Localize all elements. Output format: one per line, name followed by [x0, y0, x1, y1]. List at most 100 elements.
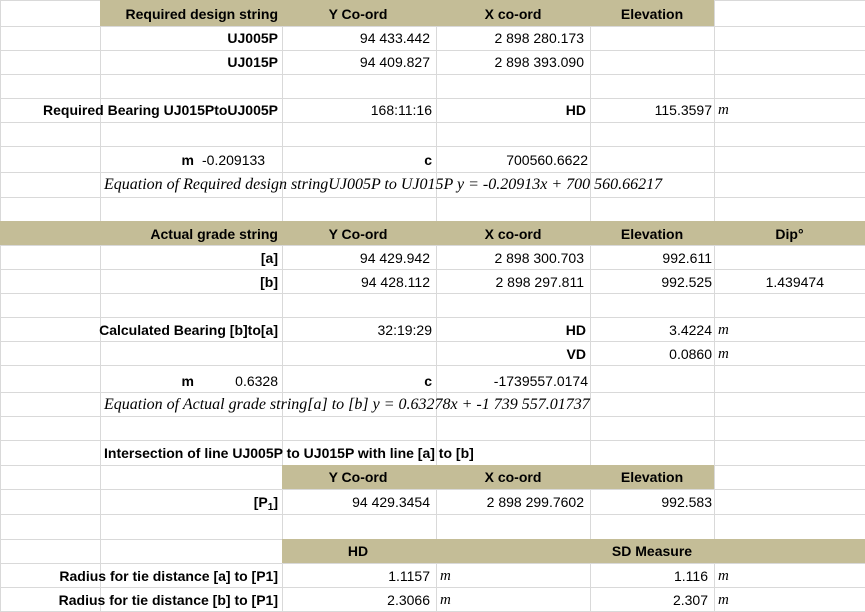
p1-subscript: 1: [267, 502, 274, 513]
cell-x-uj005p[interactable]: 2 898 280.173: [494, 30, 584, 46]
point-name-p1[interactable]: [P1]: [100, 494, 278, 513]
header-y-coord-3: Y Co-ord: [328, 469, 388, 485]
radius-hd-a[interactable]: 1.1157: [388, 568, 430, 584]
radius-sd-a-unit: m: [718, 568, 729, 584]
header-y-coord-2: Y Co-ord: [328, 226, 388, 242]
required-bearing-label: Required Bearing UJ015PtoUJ005P: [43, 102, 278, 118]
radius-label-a: Radius for tie distance [a] to [P1]: [59, 568, 278, 584]
cell-x-uj015p[interactable]: 2 898 393.090: [494, 54, 584, 70]
header-actual-grade-string: Actual grade string: [150, 226, 278, 242]
header-x-coord-3: X co-ord: [484, 469, 542, 485]
header-dip: Dip°: [775, 226, 804, 242]
grid-row-line: [0, 146, 865, 147]
actual-equation: Equation of Actual grade string[a] to [b…: [104, 396, 590, 413]
actual-hd-label: HD: [565, 322, 586, 338]
header-x-coord-2: X co-ord: [484, 226, 542, 242]
grid-row-line: [0, 98, 865, 99]
grid-col-line: [714, 0, 715, 611]
calculated-bearing-label: Calculated Bearing [b]to[a]: [99, 322, 278, 338]
cell-dip-b[interactable]: 1.439474: [765, 274, 824, 290]
required-m-value[interactable]: -0.209133: [202, 152, 266, 168]
radius-sd-b-unit: m: [718, 592, 729, 608]
radius-sd-a[interactable]: 1.116: [674, 568, 708, 584]
radius-sd-b[interactable]: 2.307: [672, 592, 708, 608]
grid-row-line: [0, 172, 865, 173]
header-band-intersection: [282, 465, 714, 489]
cell-elev-a[interactable]: 992.611: [662, 250, 712, 266]
radius-hd-b[interactable]: 2.3066: [387, 592, 430, 608]
cell-y-uj005p[interactable]: 94 433.442: [359, 30, 430, 46]
cell-y-uj015p[interactable]: 94 409.827: [359, 54, 430, 70]
header-elevation: Elevation: [620, 6, 684, 22]
grid-row-line: [0, 317, 865, 318]
required-c-value[interactable]: 700560.6622: [506, 152, 588, 168]
actual-vd-value[interactable]: 0.0860: [669, 346, 712, 362]
calculated-bearing-value[interactable]: 32:19:29: [377, 322, 433, 338]
required-m-label: m: [181, 152, 194, 168]
point-name-b[interactable]: [b]: [260, 274, 278, 290]
grid-row-line: [0, 341, 865, 342]
cell-y-b[interactable]: 94 428.112: [360, 274, 430, 290]
cell-x-a[interactable]: 2 898 300.703: [494, 250, 584, 266]
p1-open: [P: [253, 494, 268, 510]
grid-col-line: [100, 0, 101, 611]
actual-c-value[interactable]: -1739557.0174: [493, 373, 588, 389]
grid-row-line: [0, 489, 865, 490]
actual-m-label: m: [181, 373, 194, 389]
actual-c-label: c: [424, 373, 432, 389]
required-c-label: c: [424, 152, 432, 168]
required-hd-value[interactable]: 115.3597: [654, 102, 712, 118]
header-y-coord: Y Co-ord: [328, 6, 388, 22]
grid-row-line: [0, 122, 865, 123]
header-band-actual: [0, 221, 865, 245]
point-name-uj005p[interactable]: UJ005P: [227, 30, 278, 46]
actual-vd-label: VD: [566, 346, 586, 362]
intersection-title: Intersection of line UJ005P to UJ015P wi…: [104, 445, 474, 461]
header-hd: HD: [347, 543, 369, 559]
grid-row-line: [0, 26, 865, 27]
grid-col-line: [282, 0, 283, 611]
grid-col-line: [590, 0, 591, 611]
cell-elev-b[interactable]: 992.525: [661, 274, 712, 290]
point-name-uj015p[interactable]: UJ015P: [227, 54, 278, 70]
grid-col-line: [436, 0, 437, 611]
point-name-a[interactable]: [a]: [260, 250, 278, 266]
cell-x-b[interactable]: 2 898 297.811: [495, 274, 585, 290]
grid-row-line: [0, 365, 865, 366]
actual-m-value[interactable]: 0.6328: [235, 373, 278, 389]
header-elevation-2: Elevation: [620, 226, 684, 242]
grid-row-line: [0, 50, 865, 51]
required-hd-unit: m: [718, 102, 729, 118]
grid-row-line: [0, 269, 865, 270]
grid-row-line: [0, 197, 865, 198]
p1-close: ]: [273, 494, 278, 510]
grid-row-line: [0, 587, 865, 588]
grid-row-line: [0, 74, 865, 75]
header-band-required: [100, 0, 714, 26]
radius-label-b: Radius for tie distance [b] to [P1]: [58, 592, 278, 608]
grid-row-line: [0, 563, 865, 564]
radius-hd-b-unit: m: [440, 592, 451, 608]
grid-row-line: [0, 245, 865, 246]
required-bearing-value[interactable]: 168:11:16: [370, 102, 432, 118]
cell-elev-p1[interactable]: 992.583: [661, 494, 712, 510]
cell-y-a[interactable]: 94 429.942: [359, 250, 430, 266]
required-equation: Equation of Required design stringUJ005P…: [104, 176, 663, 193]
required-hd-label: HD: [565, 102, 586, 118]
header-sd-measure: SD Measure: [611, 543, 693, 559]
grid-row-line: [0, 440, 865, 441]
header-x-coord: X co-ord: [484, 6, 542, 22]
radius-hd-a-unit: m: [440, 568, 451, 584]
actual-hd-value[interactable]: 3.4224: [669, 322, 712, 338]
header-band-radius: [282, 539, 865, 563]
grid-row-line: [0, 416, 865, 417]
grid-row-line: [0, 392, 865, 393]
actual-hd-unit: m: [718, 322, 729, 338]
grid-col-line: [0, 0, 1, 611]
cell-y-p1[interactable]: 94 429.3454: [352, 494, 430, 510]
cell-x-p1[interactable]: 2 898 299.7602: [486, 494, 584, 510]
header-elevation-3: Elevation: [620, 469, 684, 485]
actual-vd-unit: m: [718, 346, 729, 362]
header-required-design-string: Required design string: [125, 6, 278, 22]
